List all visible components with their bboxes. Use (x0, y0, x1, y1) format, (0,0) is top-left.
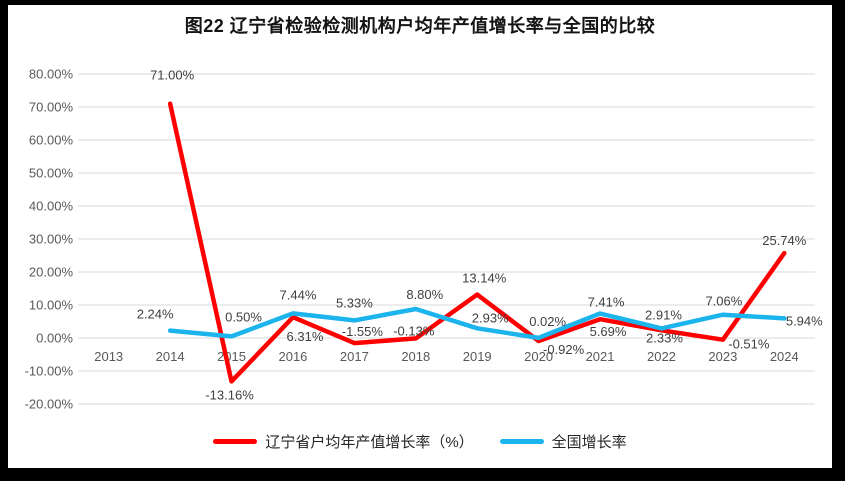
y-axis-tick-label: 60.00% (29, 133, 74, 148)
y-axis-tick-label: 50.00% (29, 166, 74, 181)
chart-title: 图22 辽宁省检验检测机构户均年产值增长率与全国的比较 (184, 16, 656, 36)
data-label: 2.91% (645, 307, 682, 322)
x-axis-tick-label: 2016 (278, 349, 307, 364)
data-label: 8.80% (406, 287, 443, 302)
data-label: -0.92% (543, 342, 585, 357)
y-axis-tick-label: 20.00% (29, 265, 74, 280)
x-axis-tick-label: 2019 (463, 349, 492, 364)
y-axis-tick-label: -10.00% (25, 364, 74, 379)
x-axis-tick-label: 2013 (94, 349, 123, 364)
y-axis-tick-label: -20.00% (25, 397, 74, 412)
data-label: 6.31% (287, 329, 324, 344)
legend-marker-liaoning-line (213, 439, 258, 444)
legend-item-liaoning: 辽宁省户均年产值增长率（%） (213, 431, 474, 452)
data-label: 13.14% (462, 271, 507, 286)
data-label: 25.74% (762, 233, 807, 248)
series-line-liaoning (167, 101, 787, 384)
y-axis-tick-label: 80.00% (29, 67, 74, 82)
x-axis-tick-label: 2018 (401, 349, 430, 364)
y-axis-tick-label: 40.00% (29, 199, 74, 214)
data-label: -0.13% (393, 323, 435, 338)
data-label: 2.33% (646, 330, 683, 345)
legend-item-national: 全国增长率 (499, 431, 627, 452)
legend-label-liaoning: 辽宁省户均年产值增长率（%） (265, 434, 474, 451)
data-label: -1.55% (342, 324, 384, 339)
y-axis-tick-label: 70.00% (29, 100, 74, 115)
y-axis-tick-label: 10.00% (29, 298, 74, 313)
data-label: 5.94% (786, 313, 823, 328)
chart-legend: 辽宁省户均年产值增长率（%） 全国增长率 (8, 431, 832, 452)
x-axis-tick-label: 2022 (647, 349, 676, 364)
x-axis-tick-label: 2021 (586, 349, 615, 364)
x-axis-tick-label: 2020 (524, 349, 553, 364)
chart-canvas (8, 5, 832, 468)
data-label: 7.44% (280, 287, 317, 302)
data-label: 5.69% (590, 324, 627, 339)
data-label: 71.00% (150, 68, 195, 83)
data-label: 7.06% (705, 294, 742, 309)
data-label: 2.24% (137, 307, 174, 322)
data-label: 0.50% (225, 309, 262, 324)
x-axis-tick-label: 2024 (770, 349, 799, 364)
data-label: -13.16% (205, 387, 254, 402)
y-axis-tick-label: 30.00% (29, 232, 74, 247)
x-axis-tick-label: 2023 (708, 349, 737, 364)
data-label: 5.33% (336, 295, 373, 310)
data-label: 0.02% (529, 314, 566, 329)
y-axis-tick-label: 0.00% (36, 331, 73, 346)
x-axis-tick-label: 2014 (156, 349, 185, 364)
legend-label-national: 全国增长率 (551, 434, 627, 451)
data-label: 7.41% (588, 295, 625, 310)
series-line-national (167, 306, 787, 341)
x-axis-tick-label: 2017 (340, 349, 369, 364)
x-axis-tick-label: 2015 (217, 349, 246, 364)
data-label: 2.93% (472, 310, 509, 325)
data-label: -0.51% (728, 337, 770, 352)
legend-marker-national-line (499, 439, 544, 444)
